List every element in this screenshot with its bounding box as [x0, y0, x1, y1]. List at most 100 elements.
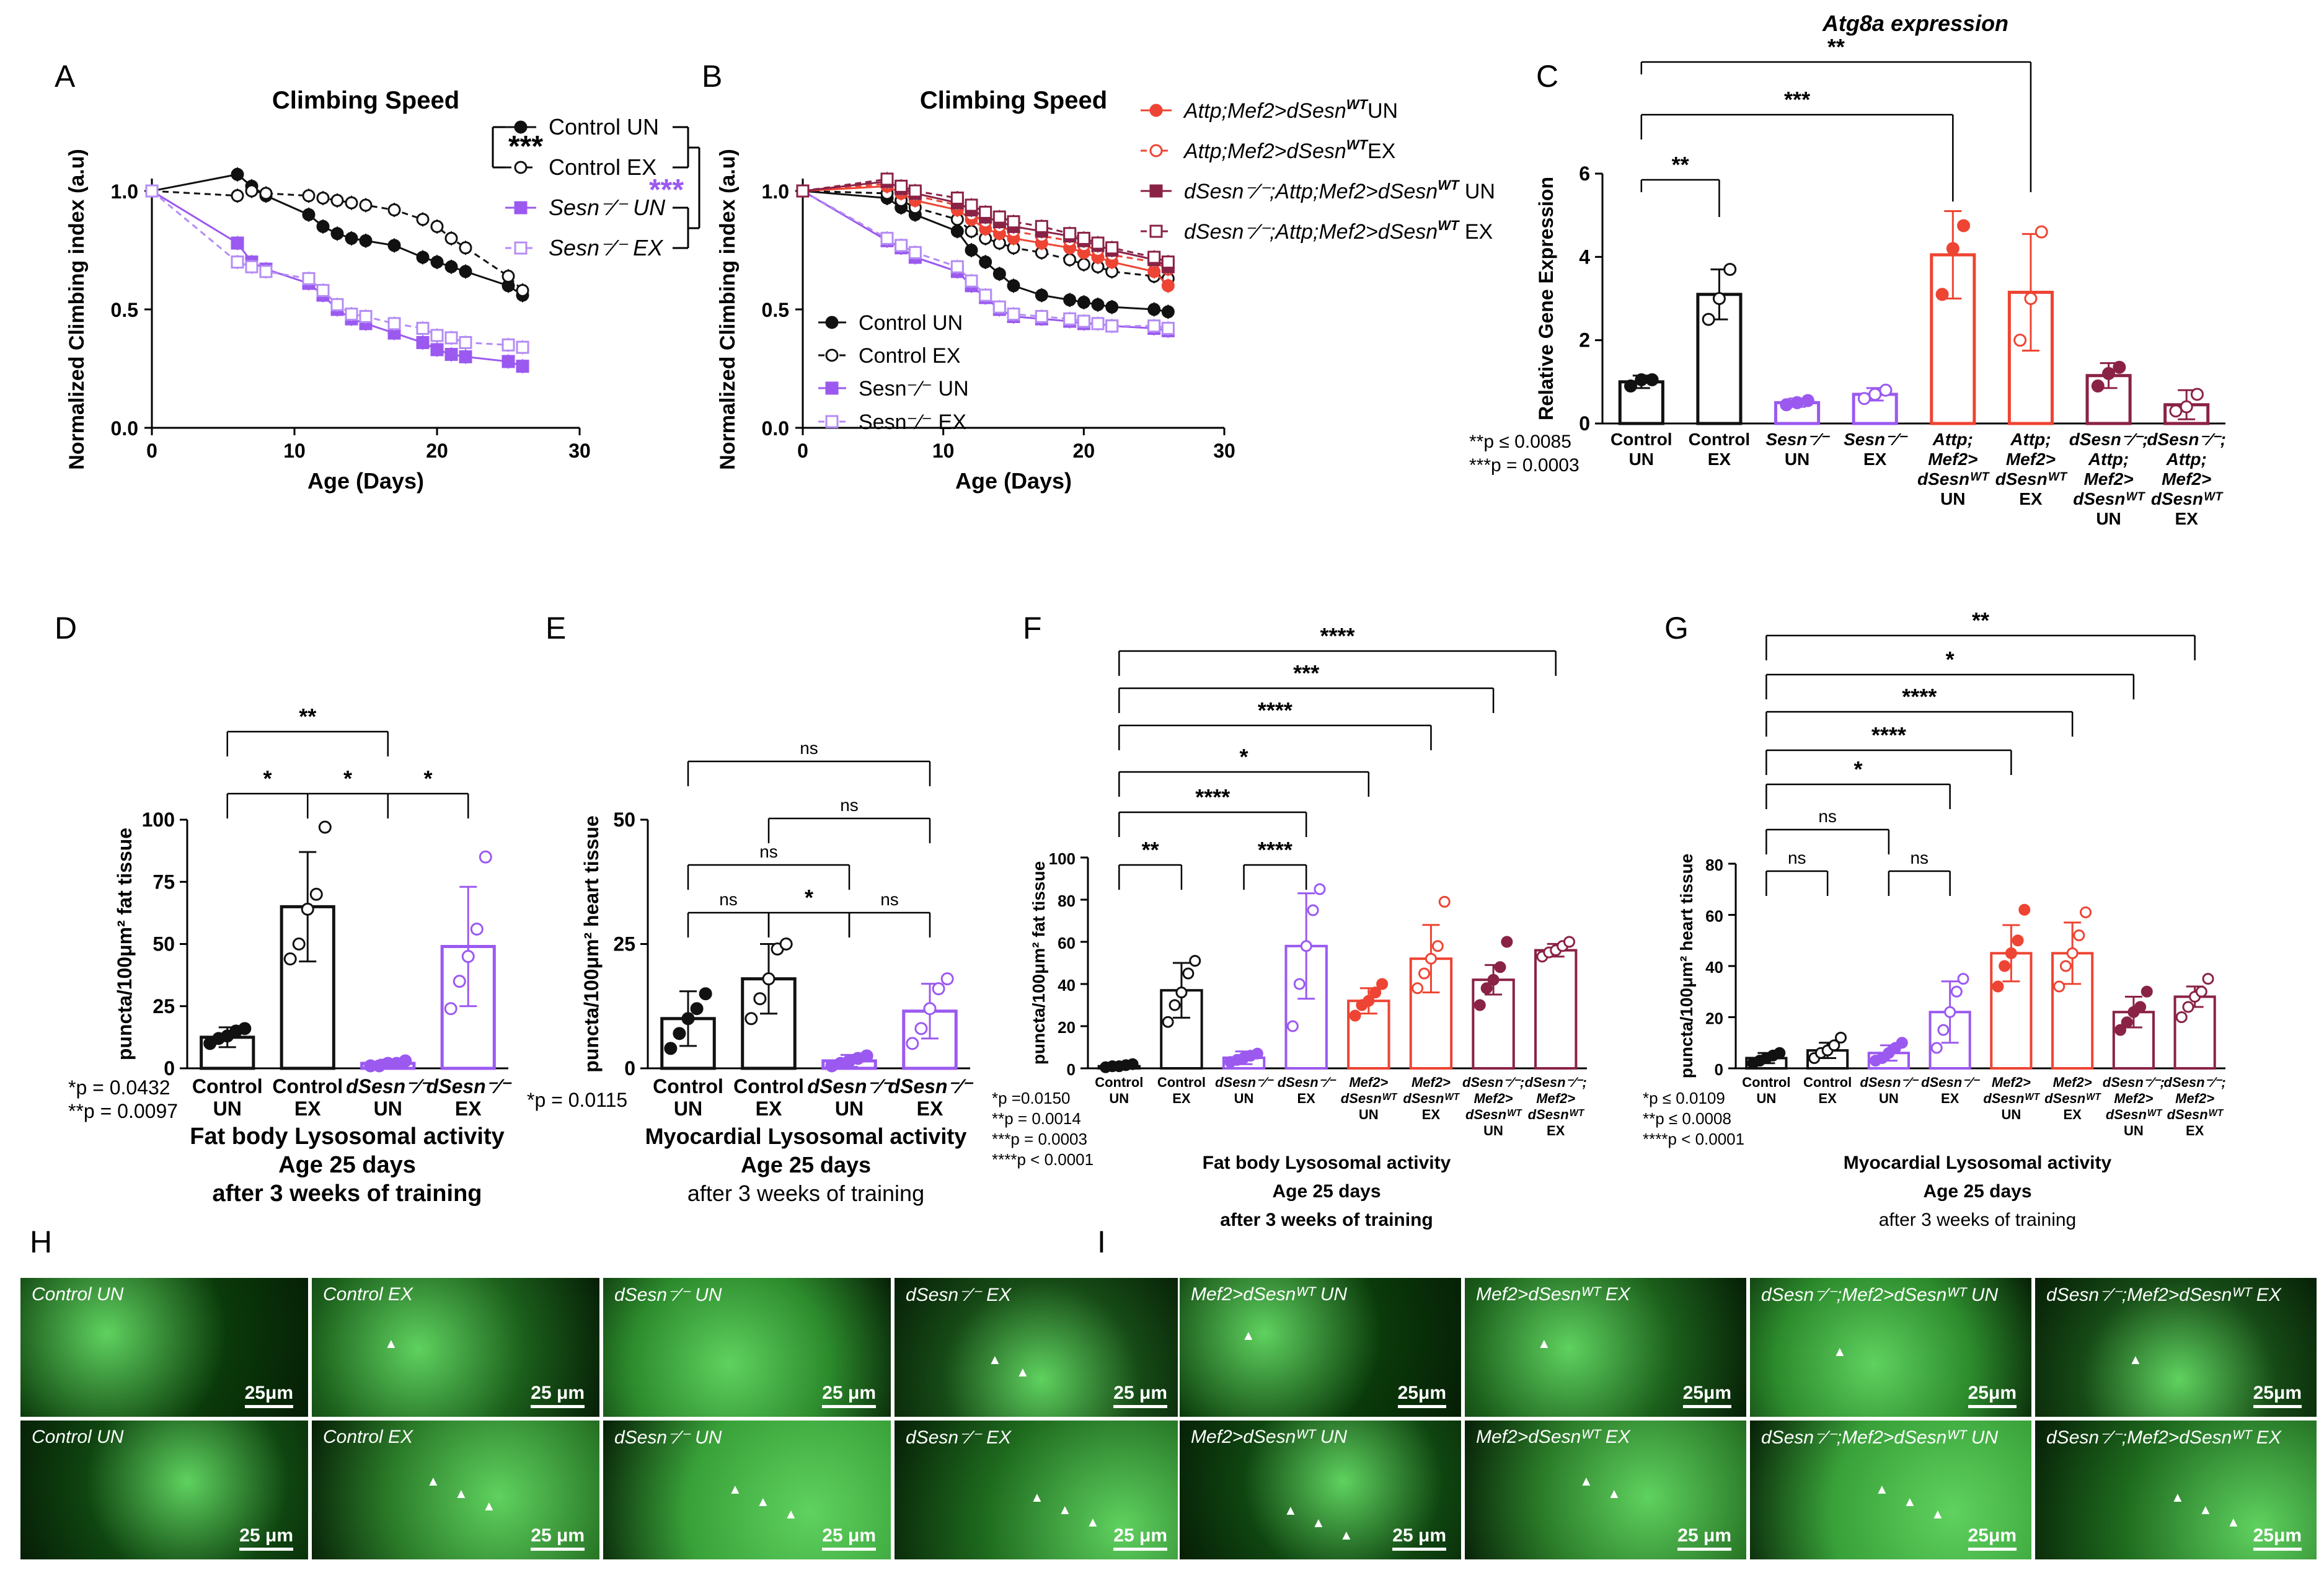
y-tick-label: 1.0 [111, 180, 138, 203]
legend-marker [514, 120, 528, 134]
data-point [301, 902, 314, 916]
data-point [330, 298, 344, 311]
data-point [444, 348, 458, 361]
significance-label: **** [1871, 722, 1906, 748]
data-point [1307, 904, 1319, 916]
data-point [1147, 250, 1161, 264]
y-tick-label: 0.5 [762, 299, 789, 321]
x-axis-label: Age (Days) [307, 468, 424, 494]
category-label: Control [1742, 1075, 1790, 1090]
scale-bar-label: 25 μm [531, 1383, 585, 1408]
data-point [479, 850, 492, 864]
data-point [2102, 366, 2116, 380]
significance-label: * [805, 885, 813, 910]
category-label: dSesnᵂᵀ [1983, 1091, 2040, 1106]
legend-label: Sesn⁻⁄⁻ EX [859, 410, 966, 434]
micrograph-label: Mef2>dSesnᵂᵀ UN [1191, 1427, 1348, 1447]
data-point [1425, 952, 1437, 965]
data-point [345, 231, 358, 245]
category-label: dSesnᵂᵀ [1403, 1091, 1460, 1106]
y-axis-label: Normalized Climbing index (a.u) [716, 149, 740, 470]
caption: Age 25 days [278, 1152, 416, 1178]
data-point [2013, 334, 2027, 347]
category-label: Mef2> [1536, 1091, 1575, 1106]
data-point [1930, 1042, 1943, 1054]
micrograph-label: Mef2>dSesnᵂᵀ UN [1191, 1284, 1348, 1305]
data-point [2059, 960, 2072, 972]
p-value-note: *p =0.0150 [992, 1089, 1071, 1107]
data-point [1314, 883, 1326, 895]
arrowhead-icon: ▲ [2227, 1514, 2240, 1530]
legend-label: Control EX [859, 344, 960, 368]
data-point [1937, 1024, 1950, 1036]
significance-label: * [343, 766, 352, 791]
category-label: EX [1422, 1107, 1441, 1122]
series-line-3 [802, 190, 1169, 330]
data-point [459, 350, 472, 363]
category-label: dSesnᵂᵀ [1465, 1107, 1522, 1122]
data-point [330, 193, 344, 207]
category-label: EX [294, 1097, 321, 1120]
panel-letter-B: B [702, 59, 722, 94]
data-point [330, 227, 344, 241]
arrowhead-icon: ▲ [1580, 1473, 1593, 1489]
data-point [416, 250, 430, 264]
data-point [1077, 296, 1090, 309]
significance-label: *** [1784, 87, 1810, 112]
category-label: EX [756, 1097, 782, 1120]
category-label: Control [733, 1075, 804, 1097]
data-point [992, 210, 1006, 224]
data-point [1957, 219, 1971, 233]
data-point [699, 987, 712, 1001]
data-point [1935, 288, 1949, 301]
legend-marker [1149, 224, 1163, 238]
data-point [914, 1022, 928, 1035]
category-label: UN [213, 1097, 242, 1120]
data-point [399, 1054, 412, 1068]
arrowhead-icon: ▲ [1312, 1515, 1325, 1530]
y-tick-label: 75 [152, 871, 175, 893]
category-label: dSesn⁻⁄⁻; [2147, 430, 2226, 449]
y-tick-label: 20 [1058, 1018, 1076, 1037]
p-value-note: ****p < 0.0001 [992, 1150, 1094, 1169]
data-point [1563, 936, 1575, 948]
scale-bar-label: 25μm [1397, 1383, 1446, 1408]
significance-label: ** [1972, 608, 1989, 633]
data-point [453, 975, 466, 988]
category-label: Sesn⁻⁄⁻ [1765, 430, 1830, 449]
x-tick-label: 20 [1073, 440, 1095, 462]
I-micrograph: dSesn⁻⁄⁻;Mef2>dSesnᵂᵀ EX 25μm ▲ [2033, 1276, 2318, 1419]
y-tick-label: 25 [613, 933, 635, 955]
scale-bar-label: 25 μm [239, 1525, 293, 1551]
data-point [2024, 292, 2038, 305]
y-tick-label: 80 [1705, 856, 1723, 874]
data-point [1363, 995, 1375, 1007]
legend-marker [825, 415, 839, 428]
data-point [501, 338, 515, 352]
bar [2173, 995, 2216, 1070]
data-point [2073, 929, 2085, 941]
data-point [231, 255, 244, 269]
category-label: dSesn⁻⁄⁻; [1525, 1075, 1587, 1090]
arrowhead-icon: ▲ [1903, 1494, 1917, 1509]
panel-letter-C: C [1536, 59, 1558, 94]
significance-label: ns [1788, 848, 1806, 867]
data-point [965, 274, 978, 288]
data-point [2141, 985, 2153, 998]
data-point [231, 167, 244, 181]
category-label: dSesn⁻⁄⁻ [1860, 1075, 1919, 1090]
caption: Fat body Lysosomal activity [190, 1124, 505, 1150]
category-label: EX [2019, 489, 2043, 508]
data-point [302, 272, 316, 285]
data-point [316, 219, 330, 233]
data-point [1091, 236, 1105, 250]
data-point [2012, 934, 2024, 947]
data-point [2195, 985, 2207, 998]
significance-label: * [1853, 756, 1862, 782]
micrograph-label: dSesn⁻⁄⁻;Mef2>dSesnᵂᵀ EX [2046, 1285, 2281, 1305]
scale-bar-label: 25μm [2253, 1383, 2302, 1408]
data-point [880, 231, 894, 245]
y-tick-label: 20 [1705, 1009, 1723, 1028]
data-point [1431, 940, 1444, 952]
